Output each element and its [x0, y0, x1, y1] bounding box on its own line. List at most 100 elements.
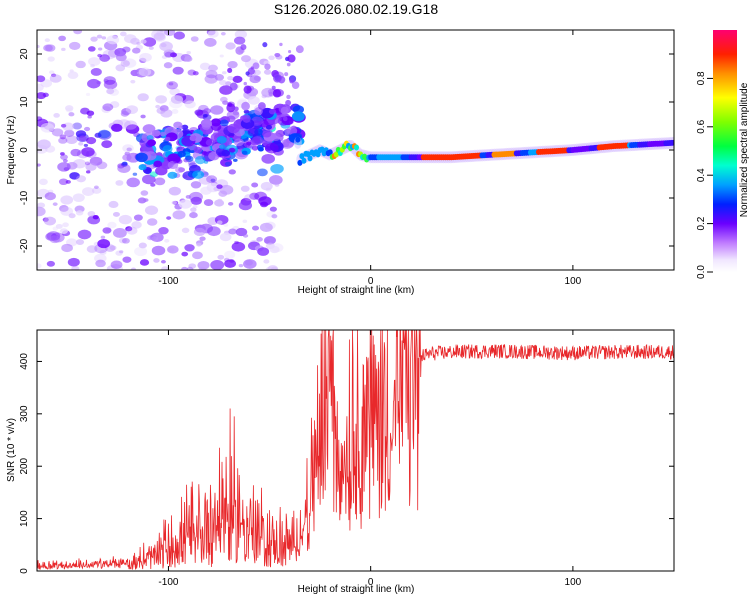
heatmap-cell: [142, 124, 156, 134]
heatmap-cell: [252, 225, 260, 231]
heatmap-cell: [168, 82, 174, 86]
heatmap-cell: [354, 144, 360, 151]
heatmap-cell: [100, 235, 106, 239]
heatmap-cell: [87, 115, 92, 119]
heatmap-cell: [262, 42, 268, 48]
heatmap-cell: [291, 111, 305, 122]
heatmap-cell: [61, 243, 73, 253]
heatmap-cell: [172, 66, 184, 75]
heatmap-cells: [37, 30, 674, 270]
heatmap-cell: [201, 144, 211, 152]
heatmap-cell: [60, 195, 74, 205]
heatmap-cell: [175, 166, 184, 174]
heatmap-cell: [299, 153, 305, 160]
heatmap-cell: [73, 30, 83, 35]
heatmap-cell: [153, 258, 160, 263]
heatmap-cell: [87, 78, 101, 89]
heatmap-cell: [59, 205, 69, 212]
heatmap-cell: [101, 36, 107, 40]
heatmap-cell: [62, 222, 69, 228]
colorbar: 0.0 0.2 0.4 0.6 0.8 Normalized spectral ampl…: [696, 30, 750, 279]
heatmap-cell: [241, 55, 251, 63]
heatmap-cell: [243, 109, 250, 114]
heatmap-cell: [88, 57, 101, 66]
heatmap-cell: [134, 246, 148, 257]
heatmap-cell: [268, 91, 273, 97]
heatmap-cell: [77, 229, 92, 240]
heatmap-cell: [124, 120, 138, 130]
heatmap-cell: [227, 60, 238, 69]
heatmap-cell: [238, 200, 253, 211]
heatmap-cell: [146, 134, 154, 141]
heatmap-cell: [47, 56, 55, 62]
heatmap-cell: [86, 245, 98, 253]
heatmap-cell: [53, 113, 60, 118]
heatmap-cell: [69, 172, 80, 180]
heatmap-cell: [280, 106, 289, 115]
heatmap-cell: [189, 135, 197, 142]
heatmap-cell: [210, 178, 216, 183]
heatmap-cell: [161, 266, 169, 270]
heatmap-cell: [261, 154, 275, 164]
heatmap-cell: [240, 44, 247, 51]
heatmap-cell: [144, 205, 159, 215]
heatmap-cell: [228, 201, 234, 206]
heatmap-y-tick-label: 10: [19, 96, 30, 108]
heatmap-cell: [242, 234, 249, 238]
heatmap-cell: [210, 122, 222, 131]
heatmap-cell: [40, 122, 55, 133]
heatmap-cell: [139, 52, 152, 62]
heatmap-cell: [81, 147, 95, 157]
heatmap-cell: [207, 226, 221, 237]
heatmap-cell: [136, 41, 141, 45]
heatmap-cell: [201, 150, 208, 156]
heatmap-cell: [245, 71, 250, 76]
heatmap-cell: [221, 149, 231, 157]
heatmap-cell: [188, 162, 198, 169]
heatmap-cell: [116, 261, 121, 265]
heatmap-cell: [107, 221, 117, 229]
heatmap-cell: [131, 221, 142, 229]
heatmap-cell: [106, 88, 115, 95]
heatmap-cell: [58, 137, 68, 144]
heatmap-cell: [37, 163, 41, 167]
heatmap-cell: [219, 232, 232, 242]
heatmap-cell: [37, 83, 44, 92]
heatmap-cell: [151, 236, 159, 242]
heatmap-y-ticks: -20 -10 0 10 20: [19, 48, 674, 253]
heatmap-cell: [252, 62, 260, 70]
heatmap-cell: [147, 139, 157, 147]
heatmap-cell: [260, 201, 269, 208]
heatmap-cell: [219, 85, 233, 95]
heatmap-cell: [103, 79, 118, 90]
heatmap-cell: [43, 216, 57, 226]
heatmap-cell: [43, 44, 53, 52]
heatmap-cell: [244, 194, 254, 201]
heatmap-cell: [238, 264, 244, 268]
heatmap-cell: [233, 36, 246, 45]
heatmap-cell: [167, 171, 178, 179]
heatmap-cell: [68, 213, 76, 219]
heatmap-cell: [67, 71, 79, 79]
heatmap-cell: [671, 139, 674, 146]
heatmap-cell: [72, 122, 83, 130]
heatmap-cell: [269, 132, 281, 142]
heatmap-cell: [219, 79, 227, 86]
heatmap-cell: [82, 187, 95, 196]
heatmap-cell: [148, 46, 154, 50]
heatmap-cell: [76, 175, 87, 183]
heatmap-cell: [216, 220, 223, 225]
heatmap-cell: [247, 67, 255, 75]
heatmap-cell: [166, 216, 172, 220]
heatmap-cell: [135, 152, 148, 163]
heatmap-cell: [224, 250, 236, 259]
heatmap-cell: [225, 81, 232, 86]
heatmap-cell: [117, 163, 131, 174]
heatmap-cell: [112, 228, 127, 238]
heatmap-cell: [254, 191, 267, 201]
heatmap-cell: [93, 185, 99, 189]
heatmap-cell: [216, 136, 227, 144]
heatmap-cell: [192, 251, 203, 260]
heatmap-cell: [86, 170, 91, 174]
heatmap-cell: [289, 79, 294, 84]
